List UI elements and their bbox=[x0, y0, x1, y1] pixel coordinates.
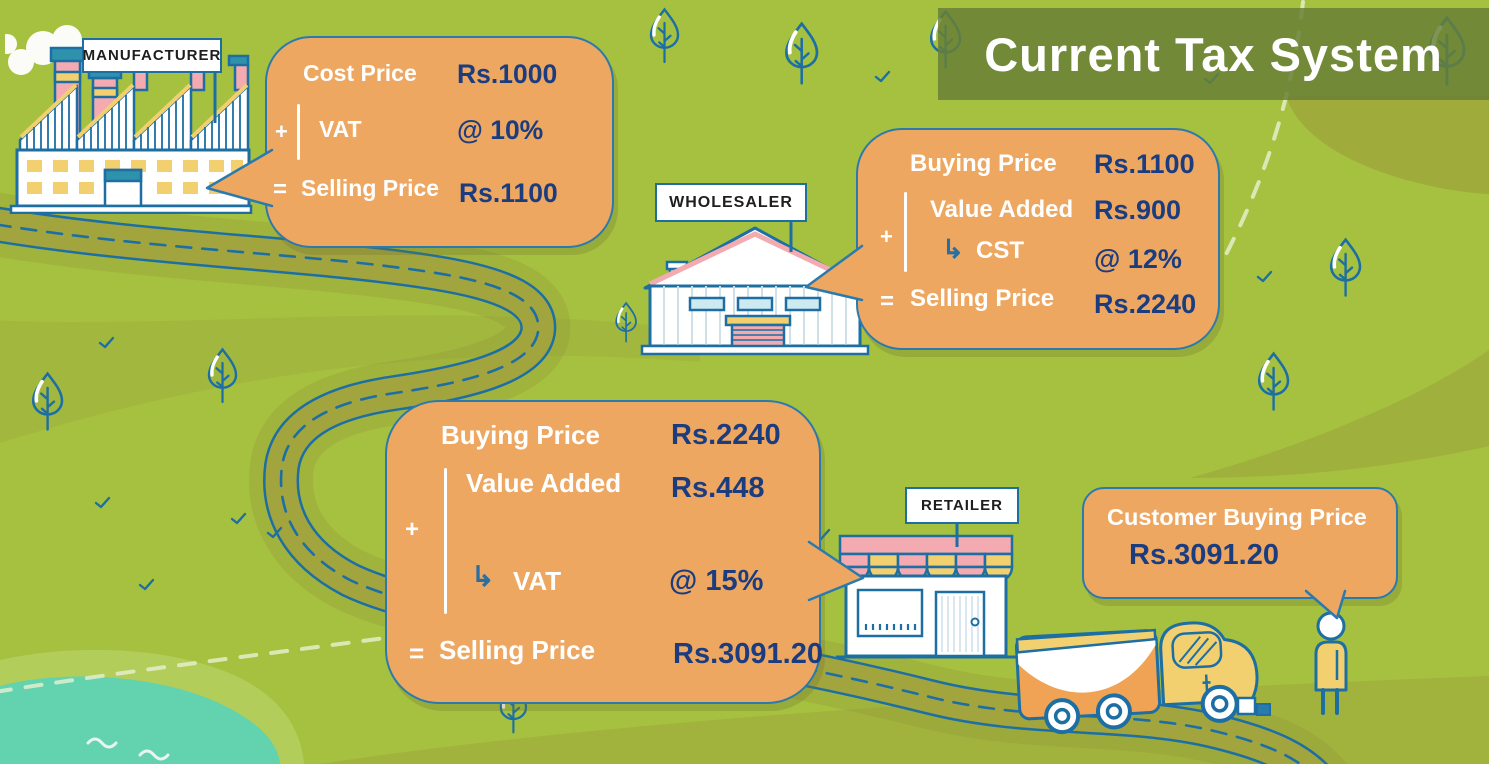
warehouse-illustration bbox=[640, 226, 870, 356]
sub-item-arrow-icon: ↳ bbox=[942, 234, 964, 264]
group-line bbox=[444, 468, 447, 614]
shop-illustration bbox=[836, 534, 1016, 659]
equals-sign: = bbox=[273, 176, 288, 203]
group-line bbox=[297, 104, 300, 160]
retailer-sign: RETAILER bbox=[905, 487, 1019, 524]
title-banner: Current Tax System bbox=[938, 8, 1489, 100]
sub-item-arrow-icon: ↳ bbox=[471, 561, 495, 592]
truck-wheels bbox=[1044, 684, 1239, 735]
customer-price-bubble: Customer Buying Price Rs.3091.20 bbox=[1082, 487, 1398, 599]
vat-label: VAT bbox=[319, 116, 362, 142]
wholesaler-sign: WHOLESALER bbox=[655, 183, 807, 222]
warehouse-windows bbox=[688, 296, 822, 312]
customer-buying-price-label: Customer Buying Price bbox=[1107, 504, 1367, 530]
page-title: Current Tax System bbox=[984, 27, 1443, 81]
buying-price-value: Rs.1100 bbox=[1094, 149, 1195, 179]
warehouse-door bbox=[730, 323, 786, 349]
customer-person-illustration bbox=[1314, 611, 1348, 715]
selling-price-value: Rs.3091.20 bbox=[673, 638, 823, 670]
selling-price-value: Rs.1100 bbox=[459, 178, 558, 208]
vat-rate-value: @ 15% bbox=[669, 565, 764, 597]
truck-cab-window bbox=[1171, 631, 1223, 669]
selling-price-label: Selling Price bbox=[910, 285, 1055, 312]
selling-price-label: Selling Price bbox=[439, 635, 596, 665]
retailer-price-bubble: Buying Price Rs.2240 Value Added Rs.448 … bbox=[385, 400, 823, 704]
value-added-value: Rs.448 bbox=[671, 472, 765, 504]
buying-price-value: Rs.2240 bbox=[671, 419, 781, 451]
buying-price-label: Buying Price bbox=[441, 420, 600, 450]
group-line bbox=[904, 192, 907, 272]
cost-price-value: Rs.1000 bbox=[457, 59, 558, 89]
shop-window bbox=[856, 588, 924, 638]
plus-sign: + bbox=[275, 119, 288, 144]
cst-label: CST bbox=[976, 237, 1024, 264]
vat-label: VAT bbox=[513, 566, 562, 596]
manufacturer-sign: MANUFACTURER bbox=[82, 38, 222, 73]
customer-buying-price-value: Rs.3091.20 bbox=[1129, 539, 1279, 571]
selling-price-value: Rs.2240 bbox=[1094, 289, 1197, 319]
truck-illustration bbox=[1014, 621, 1259, 735]
plus-sign: + bbox=[405, 516, 420, 543]
cost-price-label: Cost Price bbox=[303, 60, 417, 86]
equals-sign: = bbox=[409, 638, 425, 668]
equals-sign: = bbox=[880, 288, 895, 315]
manufacturer-price-bubble: Cost Price Rs.1000 + VAT @ 10% = Selling… bbox=[265, 36, 614, 248]
value-added-value: Rs.900 bbox=[1094, 195, 1182, 225]
lake bbox=[0, 649, 304, 764]
selling-price-label: Selling Price bbox=[301, 175, 440, 201]
buying-price-label: Buying Price bbox=[910, 150, 1057, 177]
cst-rate-value: @ 12% bbox=[1094, 244, 1182, 274]
wholesaler-price-bubble: Buying Price Rs.1100 + Value Added Rs.90… bbox=[856, 128, 1220, 350]
value-added-label: Value Added bbox=[466, 468, 622, 498]
value-added-label: Value Added bbox=[930, 196, 1074, 223]
plus-sign: + bbox=[880, 224, 893, 249]
vat-rate-value: @ 10% bbox=[457, 115, 544, 145]
